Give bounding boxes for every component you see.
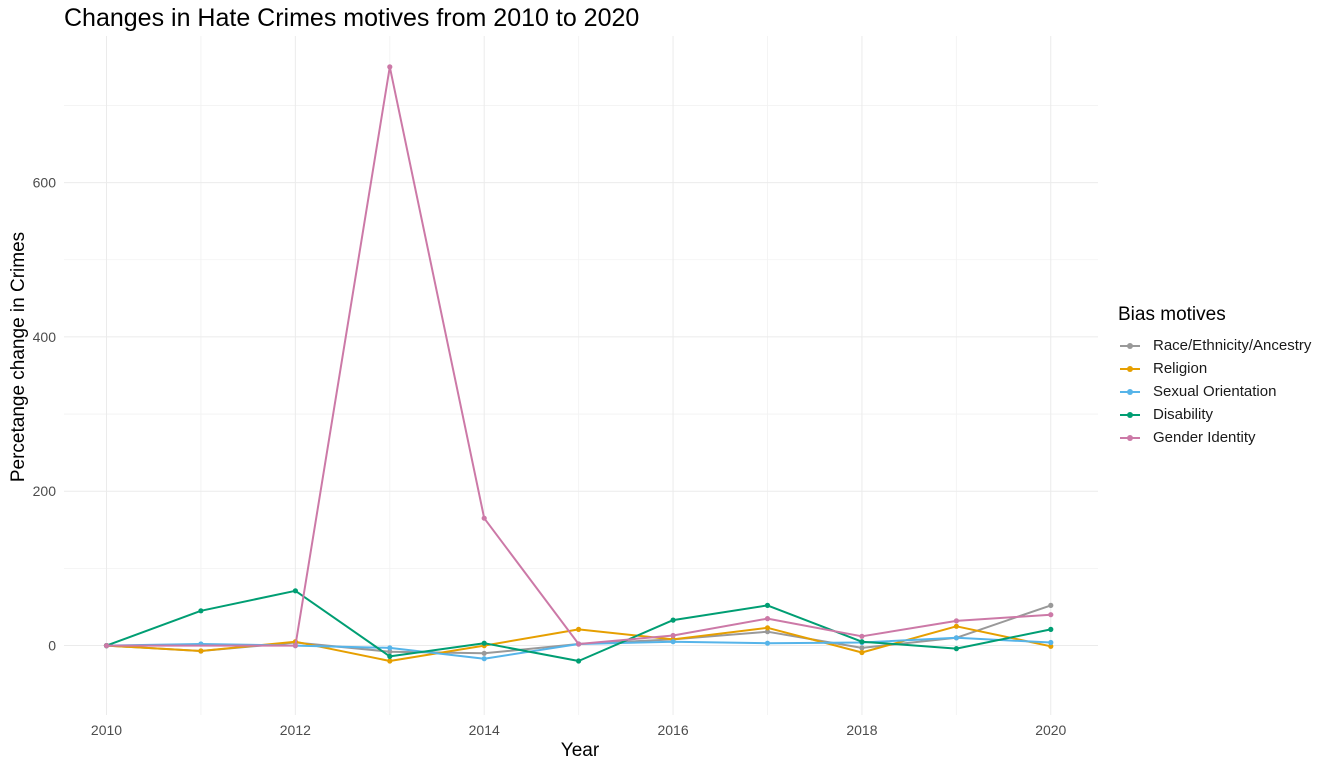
legend-key xyxy=(1118,364,1142,374)
data-point xyxy=(953,635,960,641)
data-point xyxy=(198,648,204,654)
data-point xyxy=(953,646,960,652)
x-tick-label: 2016 xyxy=(657,722,688,738)
x-tick-label: 2020 xyxy=(1035,722,1066,738)
data-point xyxy=(764,616,771,622)
data-point xyxy=(387,653,393,660)
data-point xyxy=(1048,643,1054,649)
minor-gridlines xyxy=(64,36,1098,715)
data-point xyxy=(953,623,960,629)
legend-label: Race/Ethnicity/Ancestry xyxy=(1153,337,1312,354)
x-tick-label: 2010 xyxy=(91,722,122,738)
y-axis-title: Percetange change in Crimes xyxy=(8,232,29,482)
legend-label: Religion xyxy=(1153,360,1208,377)
data-point xyxy=(387,64,393,70)
chart-title: Changes in Hate Crimes motives from 2010… xyxy=(64,4,640,32)
series-gender-identity xyxy=(103,64,1054,649)
series-line xyxy=(106,65,1051,647)
data-point xyxy=(387,645,393,651)
data-point xyxy=(576,641,582,647)
y-tick-labels: 0 200 400 600 xyxy=(33,175,57,654)
legend-item: Gender Identity xyxy=(1118,426,1311,449)
legend-item: Race/Ethnicity/Ancestry xyxy=(1118,334,1311,357)
data-point xyxy=(670,632,676,639)
data-point xyxy=(764,629,771,635)
data-point xyxy=(670,639,676,645)
data-point xyxy=(292,643,298,649)
legend-label: Disability xyxy=(1153,406,1214,423)
data-point xyxy=(670,617,676,623)
data-point xyxy=(481,650,487,656)
data-point xyxy=(859,633,865,639)
data-point xyxy=(1048,612,1054,618)
y-tick-label: 0 xyxy=(48,638,56,654)
data-point xyxy=(764,640,771,646)
x-tick-labels: 2010 2012 2014 2016 2018 2020 xyxy=(91,722,1067,738)
y-tick-label: 200 xyxy=(33,483,57,499)
legend: Bias motives Race/Ethnicity/Ancestry Reli… xyxy=(1118,304,1311,449)
data-point xyxy=(576,626,582,633)
legend-label: Sexual Orientation xyxy=(1153,383,1277,400)
data-point xyxy=(387,649,393,655)
legend-item: Sexual Orientation xyxy=(1118,380,1311,403)
data-point xyxy=(198,608,204,614)
data-point xyxy=(387,658,393,664)
data-point xyxy=(576,658,582,664)
data-point xyxy=(481,656,487,662)
data-point xyxy=(481,515,487,521)
x-tick-label: 2014 xyxy=(469,722,500,738)
legend-item: Religion xyxy=(1118,357,1311,380)
major-gridlines xyxy=(64,36,1098,715)
data-point xyxy=(764,625,771,631)
data-point xyxy=(1048,626,1054,633)
legend-key xyxy=(1118,433,1142,443)
x-tick-label: 2018 xyxy=(846,722,877,738)
series-lines xyxy=(103,64,1054,664)
legend-key xyxy=(1118,341,1142,351)
data-point xyxy=(953,618,960,624)
data-point xyxy=(764,602,771,609)
x-axis-title: Year xyxy=(561,740,600,761)
y-tick-label: 400 xyxy=(33,329,57,345)
data-point xyxy=(103,643,110,649)
data-point xyxy=(859,649,865,656)
data-point xyxy=(1048,639,1054,646)
data-point xyxy=(859,645,865,651)
data-point xyxy=(1048,602,1054,609)
legend-item: Disability xyxy=(1118,403,1311,426)
data-point xyxy=(859,639,865,645)
legend-key xyxy=(1118,387,1142,397)
data-point xyxy=(292,588,298,594)
legend-title: Bias motives xyxy=(1118,304,1226,325)
y-tick-label: 600 xyxy=(33,175,57,191)
series-disability xyxy=(103,588,1054,664)
data-point xyxy=(481,640,487,646)
legend-label: Gender Identity xyxy=(1153,429,1256,446)
x-tick-label: 2012 xyxy=(280,722,311,738)
legend-key xyxy=(1118,410,1142,420)
